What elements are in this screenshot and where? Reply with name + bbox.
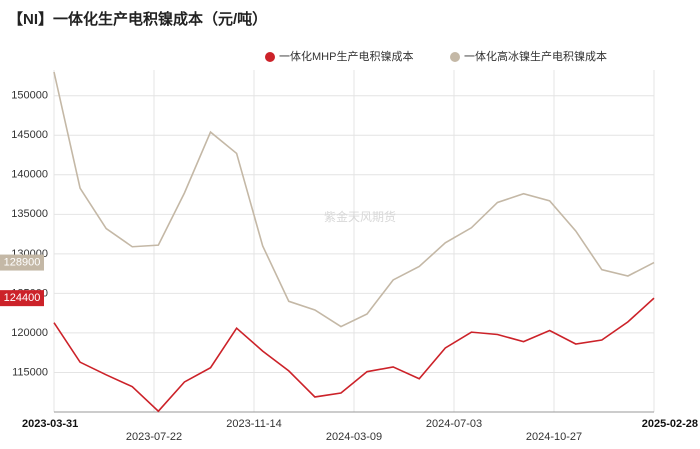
end-label-box (0, 290, 44, 307)
y-tick-label: 150000 (11, 90, 48, 102)
chart-title: 【NI】一体化生产电积镍成本（元/吨） (8, 10, 267, 28)
legend-marker (265, 52, 275, 62)
legend-label: 一体化高冰镍生产电积镍成本 (464, 49, 607, 63)
y-tick-label: 135000 (11, 208, 48, 220)
end-label: 128900 (4, 256, 41, 268)
x-tick-label: 2023-11-14 (226, 418, 281, 430)
end-label-box (0, 254, 44, 271)
series-line (53, 297, 655, 413)
x-tick-label: 2024-03-09 (326, 431, 382, 443)
end-label: 124400 (4, 292, 41, 304)
y-tick-label: 140000 (11, 169, 48, 181)
series-line (53, 71, 655, 328)
y-tick-label: 120000 (11, 327, 48, 339)
watermark: 紫金天风期货 (324, 209, 396, 224)
legend-marker (450, 52, 460, 62)
y-tick-label: 115000 (12, 366, 48, 378)
x-tick-label: 2025-02-28 (642, 418, 698, 430)
y-tick-label: 145000 (11, 129, 48, 141)
x-tick-label: 2024-07-03 (426, 418, 482, 430)
legend-label: 一体化MHP生产电积镍成本 (279, 49, 413, 63)
x-tick-label: 2023-03-31 (22, 418, 78, 430)
x-tick-label: 2023-07-22 (126, 431, 182, 443)
x-tick-label: 2024-10-27 (526, 431, 582, 443)
